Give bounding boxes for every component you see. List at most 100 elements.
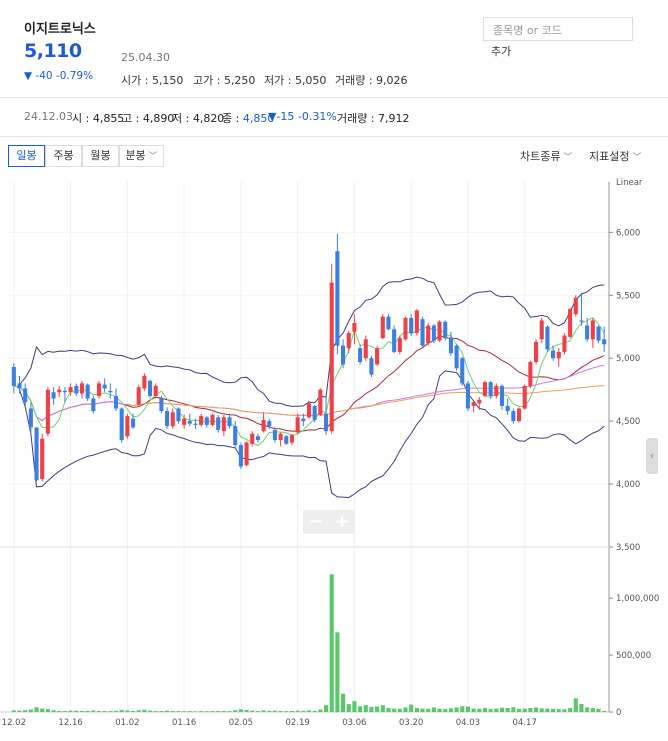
volume-bar: [431, 707, 436, 712]
indicator-label: 지표설정: [589, 150, 630, 163]
stock-name: 이지트로닉스: [24, 22, 96, 37]
candle-body: [40, 438, 45, 480]
tab-weekly[interactable]: 주봉: [45, 145, 82, 167]
candle-body: [284, 436, 289, 444]
candle-body: [369, 358, 374, 375]
volume-bar: [159, 710, 164, 712]
current-price: 5,110: [24, 40, 82, 62]
candle-body: [596, 326, 601, 341]
candle-body: [306, 403, 312, 418]
volume-bar: [318, 709, 323, 712]
volume-bar: [306, 710, 312, 712]
volume-bar: [165, 710, 170, 712]
ref-close: 종 : 4,850: [222, 110, 274, 126]
candle-body: [312, 406, 317, 420]
candle-body: [318, 389, 323, 415]
candle-body: [199, 416, 204, 425]
y-tick-label: 5,500: [616, 291, 640, 301]
volume-bar: [443, 709, 448, 712]
volume-bar: [40, 708, 45, 712]
candle-body: [165, 411, 170, 427]
candle-body: [261, 419, 266, 432]
volume-bar: [465, 706, 470, 712]
volume-bar: [68, 710, 73, 712]
volume-bar: [221, 710, 226, 712]
candle-body: [85, 384, 90, 399]
candle-body: [551, 350, 556, 359]
chart-type-menu[interactable]: 차트종류 ﹀: [520, 148, 572, 164]
candle-body: [250, 433, 255, 444]
candle-body: [74, 385, 79, 394]
zoom-in-button[interactable]: +: [334, 511, 350, 532]
x-tick-label: 04.17: [513, 718, 537, 728]
volume-bar: [295, 710, 300, 712]
ref-close-value: 4,850: [242, 112, 275, 125]
volume-bar: [244, 709, 249, 712]
candle-body: [499, 385, 505, 407]
volume-bar: [199, 711, 204, 712]
candle-body: [534, 341, 539, 362]
volume-bar: [375, 706, 380, 712]
volume-bar: [562, 709, 567, 712]
search-input[interactable]: 종목명 or 코드: [483, 17, 633, 41]
candle-body: [102, 384, 107, 389]
volume-bar: [148, 710, 153, 712]
chevron-left-icon: ‹: [649, 449, 655, 462]
volume-bar: [488, 709, 493, 712]
candle-body: [23, 388, 28, 403]
volume-bar: [420, 708, 425, 712]
volume-bar: [238, 709, 243, 712]
candle-body: [375, 348, 380, 365]
volume-bar: [448, 708, 453, 712]
price-date: 25.04.30: [121, 51, 170, 64]
volume-bar: [85, 710, 90, 712]
candle-body: [329, 282, 334, 432]
x-tick-label: 03.20: [399, 718, 423, 728]
candle-body: [562, 335, 567, 352]
volume-bar: [255, 710, 260, 712]
side-panel-handle[interactable]: ‹: [646, 438, 658, 474]
candle-body: [358, 348, 363, 362]
volume-bar: [539, 708, 544, 712]
volume-bar: [329, 574, 334, 712]
volume-bar: [585, 707, 590, 712]
candle-body: [57, 389, 62, 393]
candle-body: [142, 375, 147, 389]
candle-body: [136, 387, 141, 405]
ref-date: 24.12.03: [24, 110, 73, 123]
y-tick-label: 4,500: [616, 417, 640, 427]
tab-minute[interactable]: 분봉 ﹀: [119, 145, 164, 167]
candle-body: [267, 421, 272, 427]
candle-body: [482, 382, 488, 396]
stock-chart[interactable]: 12.02 12.16 01.02 01.16 02.05 02.19 03.06 03.20…: [0, 170, 668, 741]
add-button[interactable]: 추가: [491, 45, 512, 58]
volume-bar: [386, 708, 391, 712]
volume-bar: [596, 708, 601, 712]
candle-body: [187, 421, 192, 424]
price-change: ▼ -40 -0.79%: [24, 70, 94, 82]
chevron-down-icon: ﹀: [629, 153, 642, 163]
tab-minute-label: 분봉: [125, 149, 146, 162]
candle-body: [108, 390, 113, 393]
volume-bar: [204, 711, 209, 712]
indicator-menu[interactable]: 지표설정 ﹀: [589, 148, 641, 164]
candle-body: [301, 418, 306, 422]
volume-bar: [460, 706, 465, 712]
y-tick-label: 6,000: [616, 228, 640, 238]
volume-bar: [528, 708, 533, 712]
candle-body: [443, 321, 448, 339]
volume-bar: [250, 710, 255, 712]
candle-body: [403, 317, 408, 340]
zoom-out-button[interactable]: −: [308, 511, 324, 532]
volume-bar: [11, 710, 16, 712]
volume-bar: [358, 706, 363, 712]
tab-daily[interactable]: 일봉: [8, 145, 45, 167]
volume-bar: [17, 710, 22, 712]
volume-bar: [62, 710, 67, 712]
scale-label: Linear: [616, 178, 643, 188]
candle-body: [170, 412, 175, 427]
volume-bar: [216, 710, 221, 712]
candle-body: [454, 345, 459, 369]
tab-monthly[interactable]: 월봉: [82, 145, 119, 167]
volume-bar: [193, 711, 198, 712]
